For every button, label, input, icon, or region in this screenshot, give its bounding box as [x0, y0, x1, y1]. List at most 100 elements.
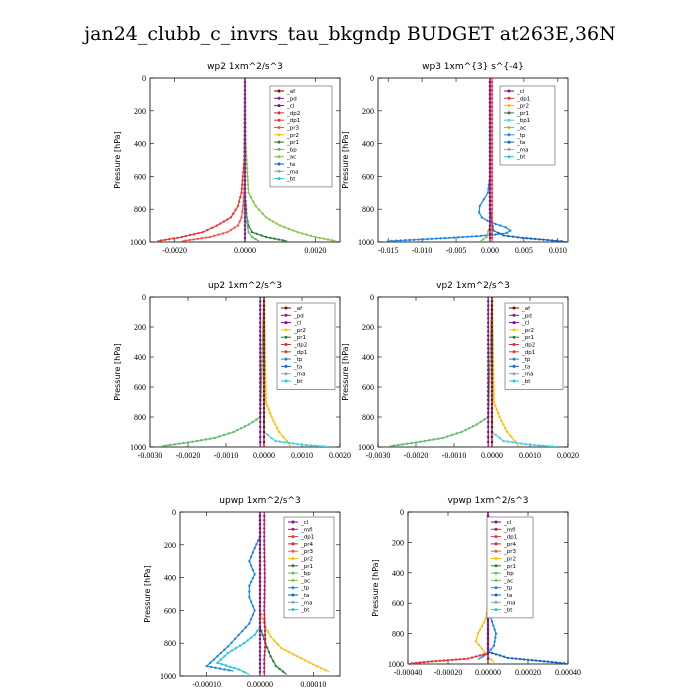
legend-label: _ta	[300, 593, 309, 599]
data-point	[243, 158, 247, 162]
data-point	[504, 427, 507, 430]
y-tick-label: 800	[362, 205, 374, 214]
data-point	[182, 441, 185, 445]
legend-marker	[277, 162, 281, 166]
data-point	[262, 297, 266, 299]
data-point	[488, 195, 492, 199]
data-point	[263, 547, 266, 551]
data-point	[490, 425, 494, 429]
data-point	[197, 231, 200, 235]
data-point	[490, 195, 494, 199]
data-point	[487, 304, 490, 307]
data-point	[390, 239, 393, 242]
legend-marker	[507, 89, 511, 93]
x-tick-label: -0.0030	[366, 451, 391, 460]
data-point	[216, 655, 219, 658]
data-point	[257, 539, 260, 542]
data-point	[258, 584, 262, 587]
data-point	[259, 385, 262, 389]
data-point	[490, 411, 494, 414]
data-point	[278, 430, 281, 434]
data-point	[488, 199, 492, 203]
legend-label: _ma	[521, 372, 533, 378]
data-point	[490, 415, 494, 419]
y-tick-label: 0	[142, 293, 146, 302]
data-point	[494, 636, 497, 639]
data-point	[490, 390, 494, 393]
data-point	[260, 234, 263, 237]
data-point	[490, 101, 494, 104]
y-axis-label: Pressure [hPa]	[341, 131, 350, 188]
data-point	[490, 216, 494, 219]
data-point	[300, 443, 304, 446]
data-point	[490, 321, 494, 324]
data-point	[233, 637, 237, 641]
legend-label: _bt	[521, 379, 531, 385]
data-point	[240, 187, 244, 190]
data-point	[296, 442, 299, 446]
data-point	[213, 436, 216, 440]
data-point	[488, 130, 492, 133]
data-point	[422, 660, 426, 664]
data-point	[488, 167, 492, 170]
data-point	[487, 394, 490, 397]
data-point	[490, 78, 494, 80]
data-point	[490, 162, 494, 166]
data-point	[510, 657, 514, 660]
data-point	[488, 105, 492, 108]
data-point	[246, 639, 249, 642]
x-tick-label: 0.00000	[247, 680, 273, 689]
data-point	[251, 420, 254, 424]
data-point	[488, 150, 492, 153]
data-point	[218, 667, 222, 670]
data-point	[518, 657, 522, 661]
y-tick-label: 400	[134, 140, 146, 149]
data-point	[492, 400, 496, 404]
legend-marker	[494, 586, 498, 590]
data-point	[478, 204, 481, 208]
data-point	[243, 154, 247, 158]
data-point	[259, 440, 262, 444]
data-point	[259, 317, 262, 320]
data-point	[546, 660, 550, 663]
data-point	[238, 220, 241, 223]
data-point	[259, 390, 262, 393]
data-point	[474, 640, 478, 643]
legend-label: _ma	[293, 372, 305, 378]
data-point	[243, 93, 247, 96]
data-point	[486, 637, 490, 640]
data-point	[245, 221, 249, 225]
data-point	[490, 620, 494, 623]
legend-label: _ac	[516, 126, 526, 132]
data-point	[260, 359, 264, 363]
data-point	[476, 632, 480, 635]
data-point	[243, 85, 247, 88]
data-point	[533, 443, 536, 447]
data-point	[263, 519, 266, 522]
series-af	[262, 297, 266, 447]
data-point	[259, 430, 262, 434]
data-point	[488, 113, 492, 117]
data-point	[434, 237, 438, 240]
legend-marker	[507, 111, 511, 115]
data-point	[257, 208, 261, 211]
panel-4: vp2 1xm^2/s^3 0 200 400 600 800 1000 Pressure […	[341, 281, 579, 460]
data-point	[258, 580, 262, 583]
data-point	[259, 394, 262, 397]
data-point	[267, 650, 271, 654]
legend-label: _pr2	[293, 328, 306, 334]
data-point	[253, 546, 256, 550]
data-point	[263, 592, 266, 596]
y-tick-label: 0	[370, 293, 374, 302]
data-point	[258, 564, 262, 567]
data-point	[281, 239, 285, 242]
data-point	[249, 600, 253, 603]
data-point	[488, 126, 492, 129]
data-point	[492, 624, 495, 627]
data-point	[261, 617, 264, 620]
legend-label: _ta	[521, 364, 530, 370]
data-point	[248, 560, 251, 563]
series-dp1	[161, 297, 266, 447]
data-point	[392, 444, 396, 447]
legend-label: _ta	[503, 593, 512, 599]
